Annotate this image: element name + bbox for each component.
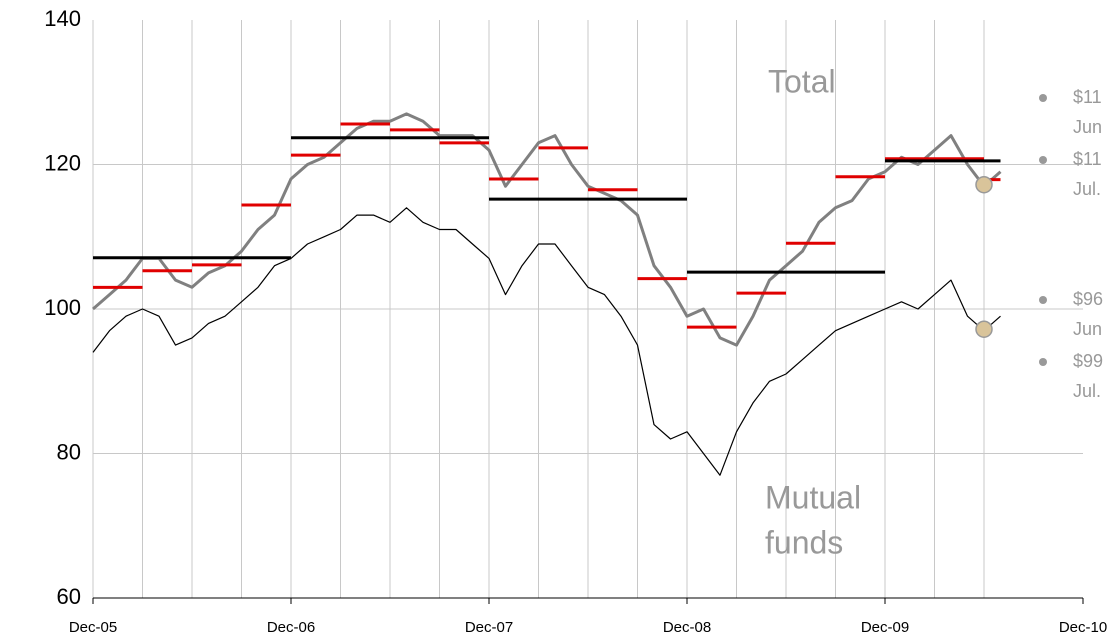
annotation: Mutual	[765, 479, 861, 515]
side-note: $99	[1073, 351, 1103, 371]
annotation: funds	[765, 524, 843, 560]
x-tick-label: Dec-05	[69, 619, 117, 636]
side-note: Jul.	[1073, 179, 1101, 199]
y-tick-label: 140	[44, 6, 81, 31]
bullet	[1039, 156, 1047, 164]
side-note: Jun	[1073, 319, 1102, 339]
marker	[975, 320, 993, 338]
x-tick-label: Dec-06	[267, 619, 315, 636]
x-tick-label: Dec-09	[861, 619, 909, 636]
marker	[975, 175, 993, 194]
x-tick-label: Dec-10	[1059, 619, 1107, 636]
side-note: $96	[1073, 289, 1103, 309]
y-tick-label: 80	[57, 439, 81, 464]
side-note: Jul.	[1073, 381, 1101, 401]
side-note: $11	[1073, 87, 1102, 107]
series-line	[92, 112, 1002, 347]
x-tick-label: Dec-08	[663, 619, 711, 636]
annotation: Total	[768, 63, 836, 99]
side-note: Jun	[1073, 117, 1102, 137]
y-tick-label: 100	[44, 295, 81, 320]
side-note: $11	[1073, 149, 1102, 169]
series-line	[92, 207, 1001, 476]
bullet	[1039, 358, 1047, 366]
bullet	[1039, 94, 1047, 102]
y-tick-label: 120	[44, 150, 81, 175]
bullet	[1039, 296, 1047, 304]
x-tick-label: Dec-07	[465, 619, 513, 636]
note-panel	[1018, 88, 1118, 423]
y-tick-label: 60	[57, 584, 81, 609]
